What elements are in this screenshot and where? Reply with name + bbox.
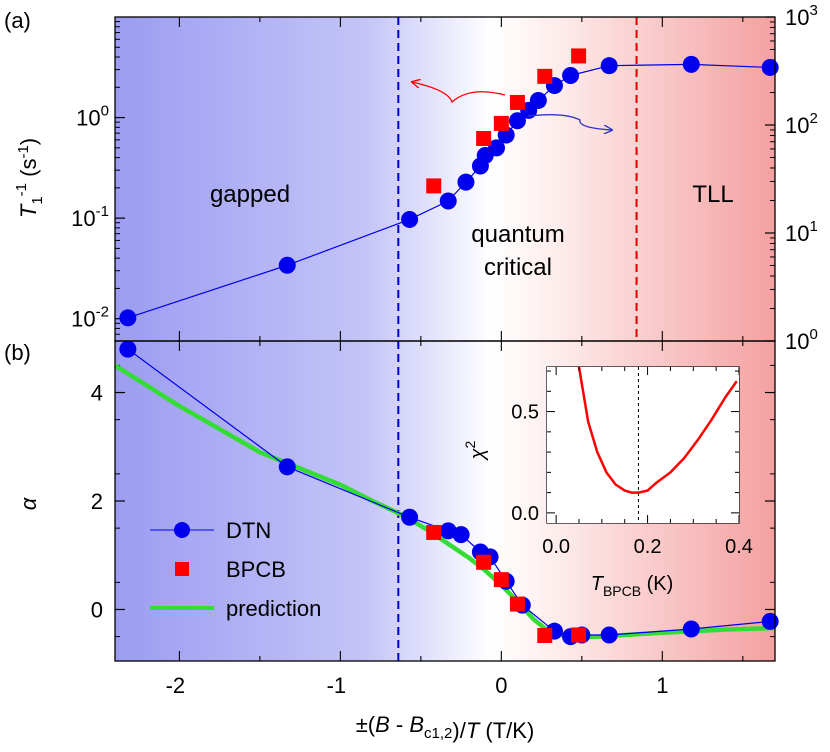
inset-x-tick-label-0: 0.0 [542,536,570,558]
inset-y-tick-label-0: 0.0 [511,503,539,525]
a-dtn-point-14 [600,57,618,75]
b-dtn-point-13 [682,620,700,638]
inset-x-axis-label: TBPCB (K) [591,573,674,599]
inset-curve-0 [577,366,738,494]
right-axis-arrow [527,114,612,130]
inset-plot: 0.0 0.2 0.4 0.0 0.5 [511,366,753,558]
a-dtn-point-13 [562,66,580,84]
b-dtn-point-4 [452,526,470,544]
b-dtn-point-1 [278,458,296,476]
inset-y-tick-label-1: 0.5 [511,402,539,424]
a-dtn-point-9 [508,112,526,130]
panel-a-y-axis-label: T1-1 (s-1) [13,138,46,218]
a-left-tick-label-2: 100 [76,103,109,131]
a-bpcb-point-3 [509,94,525,110]
b-bpcb-point-5 [571,627,587,643]
legend-marker-bpcb [175,562,189,576]
legend-label-prediction: prediction [226,596,321,621]
b-x-tick-label-1: -1 [327,673,347,698]
a-dtn-point-4 [457,173,475,191]
b-dtn-point-0 [119,340,137,358]
b-dtn-point-2 [401,508,419,526]
left-axis-arrow [412,82,506,104]
region-label-quantum-critical: quantum critical [471,221,564,281]
a-left-tick-label-0: 10-2 [71,304,109,332]
b-x-tick-label-3: 1 [656,673,668,698]
a-bpcb-point-4 [537,68,553,84]
b-y-tick-label-2: 4 [91,381,103,406]
inset-y-axis-label: χ2 [462,440,489,461]
a-dtn-point-0 [119,309,137,327]
a-dtn-point-7 [488,139,506,157]
b-bpcb-point-2 [493,572,509,588]
a-dtn-point-3 [439,192,457,210]
panel-a-background [115,17,775,341]
region-label-tll: TLL [692,181,733,208]
legend-label-bpcb: BPCB [226,557,286,582]
a-bpcb-point-0 [426,178,442,194]
b-y-tick-label-1: 2 [91,489,103,514]
b-x-tick-label-2: 0 [495,673,507,698]
inset-x-tick-label-2: 0.4 [725,536,753,558]
panel-a-plot: 10-2 10-1 100 100 101 102 103 [71,2,818,354]
b-bpcb-point-3 [509,596,525,612]
region-label-gapped: gapped [210,181,290,208]
inset-background [547,367,739,523]
b-x-tick-label-0: -2 [166,673,186,698]
panel-b-plot: -2 -1 0 1 0 2 4 [91,340,779,698]
a-bpcb-point-1 [476,130,492,146]
a-right-tick-label-0: 100 [785,326,818,354]
panel-a-label: (a) [4,8,31,33]
panel-b-label: (b) [4,340,31,365]
legend-marker-dtn [174,522,190,538]
a-bpcb-point-5 [571,48,587,64]
panel-b-x-axis-label: ±(B - Bc1,2)/T (T/K) [356,712,535,743]
a-dtn-point-15 [682,55,700,73]
b-dtn-point-3 [439,522,457,540]
a-right-tick-label-2: 102 [785,110,818,138]
panel-b-y-axis-label: α [16,496,41,510]
b-prediction-line [113,363,776,640]
a-dtn-point-2 [401,210,419,228]
legend-label-dtn: DTN [226,518,271,543]
b-dtn-point-12 [600,626,618,644]
a-bpcb-point-2 [493,115,509,131]
b-dtn-point-14 [761,612,779,630]
a-left-tick-label-1: 10-1 [71,203,109,231]
panel-b-frame [114,340,776,662]
a-dtn-point-16 [761,58,779,76]
b-bpcb-point-1 [476,554,492,570]
b-y-tick-label-0: 0 [91,597,103,622]
b-bpcb-point-0 [426,524,442,540]
b-bpcb-point-4 [537,628,553,644]
legend: DTN BPCB prediction [150,518,321,621]
a-right-tick-label-1: 101 [785,218,818,246]
a-dtn-point-11 [529,91,547,109]
inset-chart: 0.0 0.2 0.4 0.0 0.5 χ2 TBPCB (K) [462,366,753,599]
inset-x-tick-label-1: 0.2 [634,536,662,558]
a-right-tick-label-3: 103 [785,2,818,30]
a-dtn-point-1 [278,256,296,274]
